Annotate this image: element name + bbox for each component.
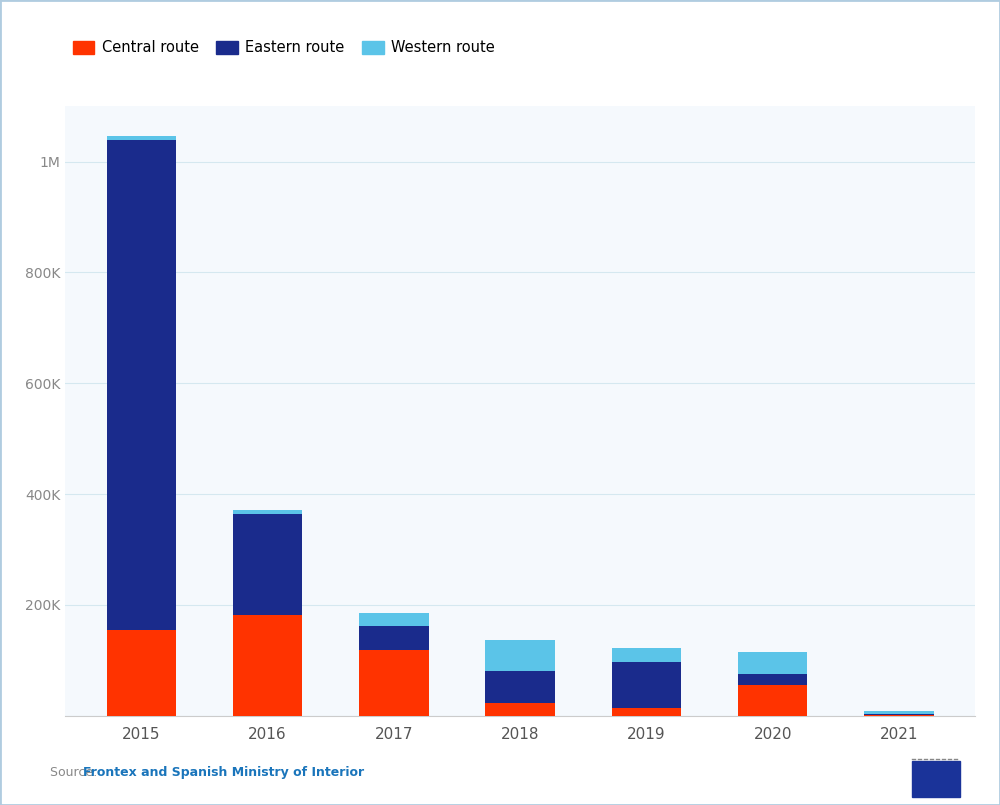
Text: Source:: Source: (50, 766, 101, 779)
Bar (359, 626, 429, 650)
Legend: Central route, Eastern route, Western route: Central route, Eastern route, Western ro… (73, 40, 495, 56)
Bar (612, 663, 681, 708)
Bar (107, 136, 176, 140)
Bar (738, 651, 807, 674)
Text: Frontex and Spanish Ministry of Interior: Frontex and Spanish Ministry of Interior (83, 766, 364, 779)
Bar (485, 703, 555, 716)
Bar (107, 630, 176, 716)
Bar (864, 712, 934, 714)
Bar (233, 510, 302, 514)
Bar (233, 615, 302, 716)
Bar (107, 140, 176, 630)
Bar (233, 514, 302, 615)
Bar (612, 708, 681, 716)
Bar (485, 671, 555, 703)
Bar (485, 640, 555, 671)
Bar (864, 714, 934, 715)
Bar (738, 674, 807, 685)
Bar (359, 613, 429, 626)
Bar (612, 648, 681, 663)
Bar (359, 650, 429, 716)
Bar (912, 761, 960, 797)
Bar (738, 685, 807, 716)
